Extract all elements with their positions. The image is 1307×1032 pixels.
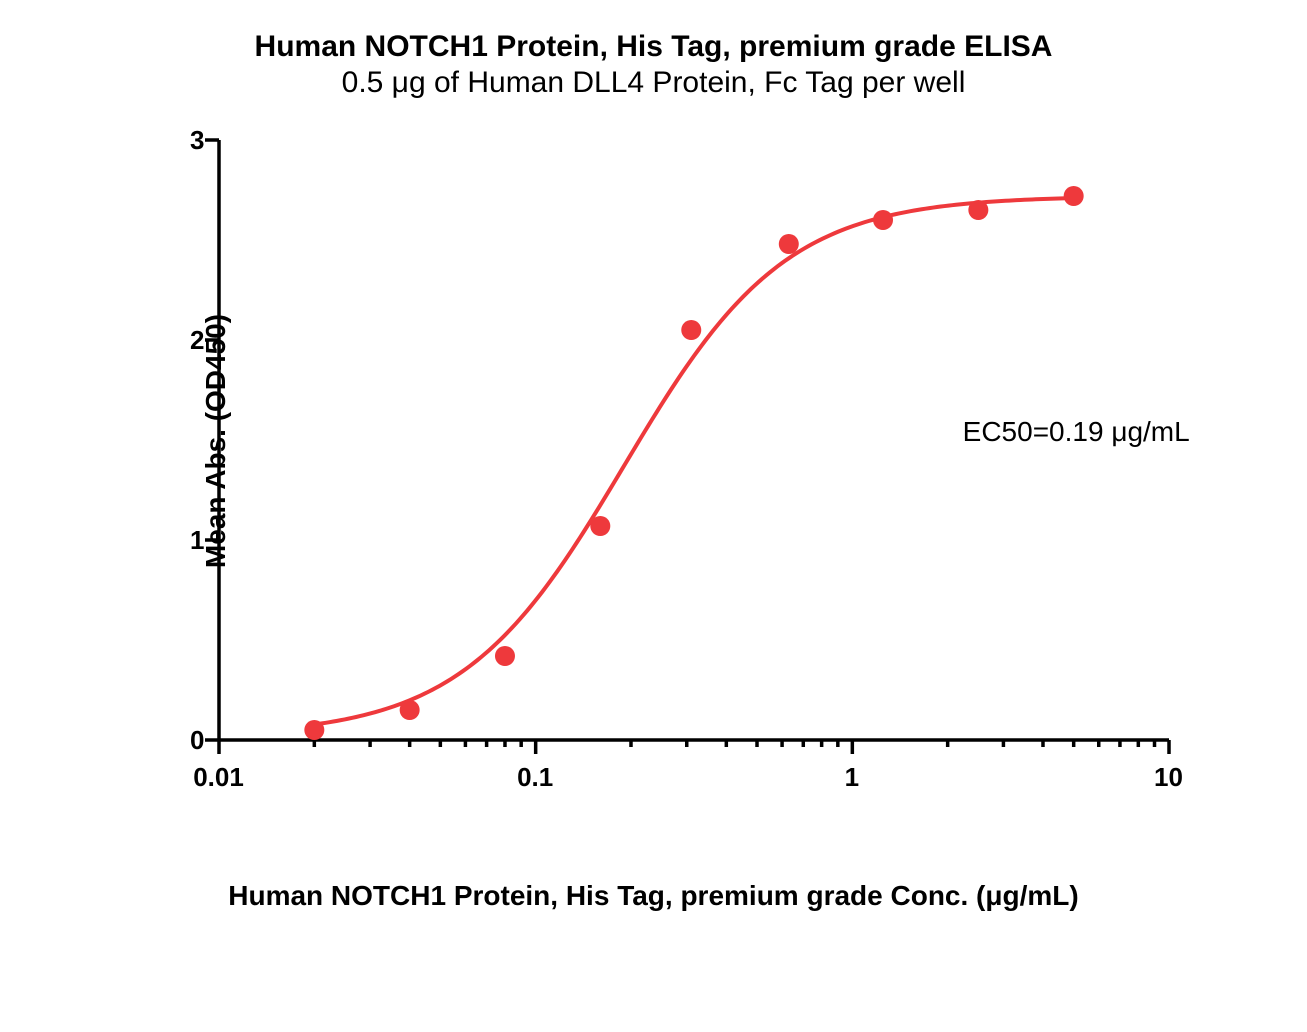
plot-area: Mean Abs. (OD450) EC50=0.19 μg/mL 01230.… [19,110,1289,840]
chart-title: Human NOTCH1 Protein, His Tag, premium g… [0,30,1307,64]
title-block: Human NOTCH1 Protein, His Tag, premium g… [0,30,1307,100]
x-tick-label: 10 [1129,762,1209,793]
y-tick-label: 2 [175,325,205,356]
y-tick-label: 0 [175,725,205,756]
y-tick-label: 1 [175,525,205,556]
x-axis-label: Human NOTCH1 Protein, His Tag, premium g… [0,880,1307,912]
ec50-annotation: EC50=0.19 μg/mL [963,416,1190,448]
chart-container: Human NOTCH1 Protein, His Tag, premium g… [0,30,1307,912]
x-tick-label: 0.1 [495,762,575,793]
chart-subtitle: 0.5 μg of Human DLL4 Protein, Fc Tag per… [0,66,1307,100]
x-tick-label: 1 [812,762,892,793]
x-tick-label: 0.01 [179,762,259,793]
y-tick-label: 3 [175,125,205,156]
